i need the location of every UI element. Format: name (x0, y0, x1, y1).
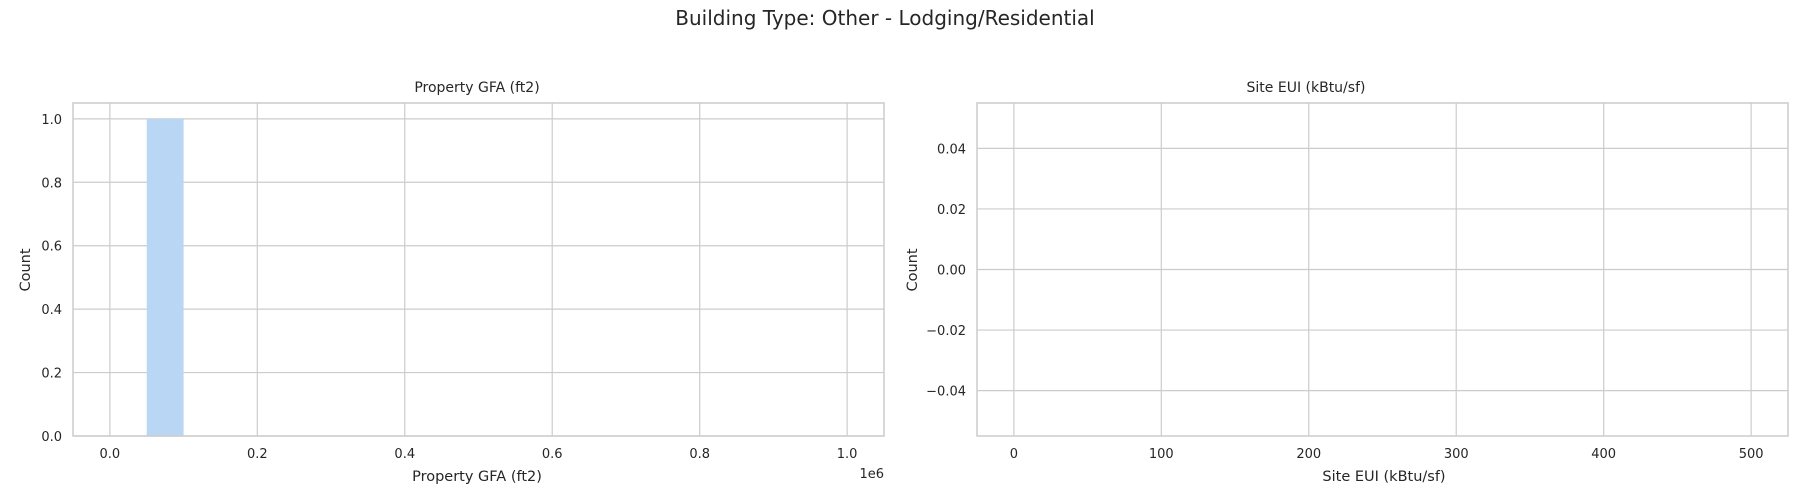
x-tick-label: 400 (1591, 447, 1616, 462)
x-tick-label: 0.8 (689, 447, 710, 462)
figure-title: Building Type: Other - Lodging/Residenti… (675, 6, 1095, 30)
plot-frame (72, 102, 885, 437)
grid (73, 103, 884, 437)
x-tick-label: 0.2 (247, 447, 268, 462)
x-tick-label: 0.4 (394, 447, 415, 462)
y-tick-label: −0.02 (926, 324, 966, 339)
y-tick-label: 0.0 (41, 430, 62, 445)
x-axis-label: Site EUI (kBtu/sf) (1322, 469, 1445, 485)
y-tick-label: 0.2 (41, 367, 62, 382)
y-tick-label: 0.4 (41, 303, 62, 318)
plot-frame (976, 102, 1789, 437)
y-tick-label: 0.8 (41, 176, 62, 191)
y-tick-label: 0.00 (937, 264, 966, 279)
y-tick-label: 0.04 (937, 142, 966, 157)
bars (146, 118, 184, 436)
y-tick-labels: −0.04 −0.02 0.00 0.02 0.04 (926, 142, 966, 399)
y-tick-label: 0.02 (937, 203, 966, 218)
x-tick-label: 0 (1010, 447, 1018, 462)
x-tick-label: 200 (1296, 447, 1321, 462)
y-tick-label: 1.0 (41, 113, 62, 128)
y-axis-label: Count (905, 248, 921, 291)
chart-title: Site EUI (kBtu/sf) (1247, 80, 1366, 96)
y-tick-labels: 0.0 0.2 0.4 0.6 0.8 1.0 (41, 113, 62, 445)
x-tick-label: 300 (1444, 447, 1469, 462)
x-tick-label: 0.6 (542, 447, 563, 462)
grid (977, 103, 1788, 436)
x-axis-label: Property GFA (ft2) (412, 469, 542, 485)
x-tick-label: 0.0 (100, 447, 121, 462)
x-tick-label: 100 (1149, 447, 1174, 462)
y-tick-label: 0.6 (41, 240, 62, 255)
x-tick-label: 500 (1739, 447, 1764, 462)
x-offset-label: 1e6 (859, 467, 884, 482)
chart-title: Property GFA (ft2) (414, 80, 539, 96)
chart-property-gfa: Property GFA (ft2) 0.0 0.2 0.4 0.6 0.8 1.0 0.… (18, 80, 885, 485)
y-axis-label: Count (18, 248, 34, 291)
y-tick-label: −0.04 (926, 385, 966, 400)
x-tick-label: 1.0 (837, 447, 858, 462)
chart-site-eui: Site EUI (kBtu/sf) 0 100 200 300 400 500 −0.0… (905, 80, 1789, 485)
x-tick-labels: 0.0 0.2 0.4 0.6 0.8 1.0 (100, 447, 858, 462)
x-tick-labels: 0 100 200 300 400 500 (1010, 447, 1764, 462)
histogram-bar (146, 118, 184, 436)
